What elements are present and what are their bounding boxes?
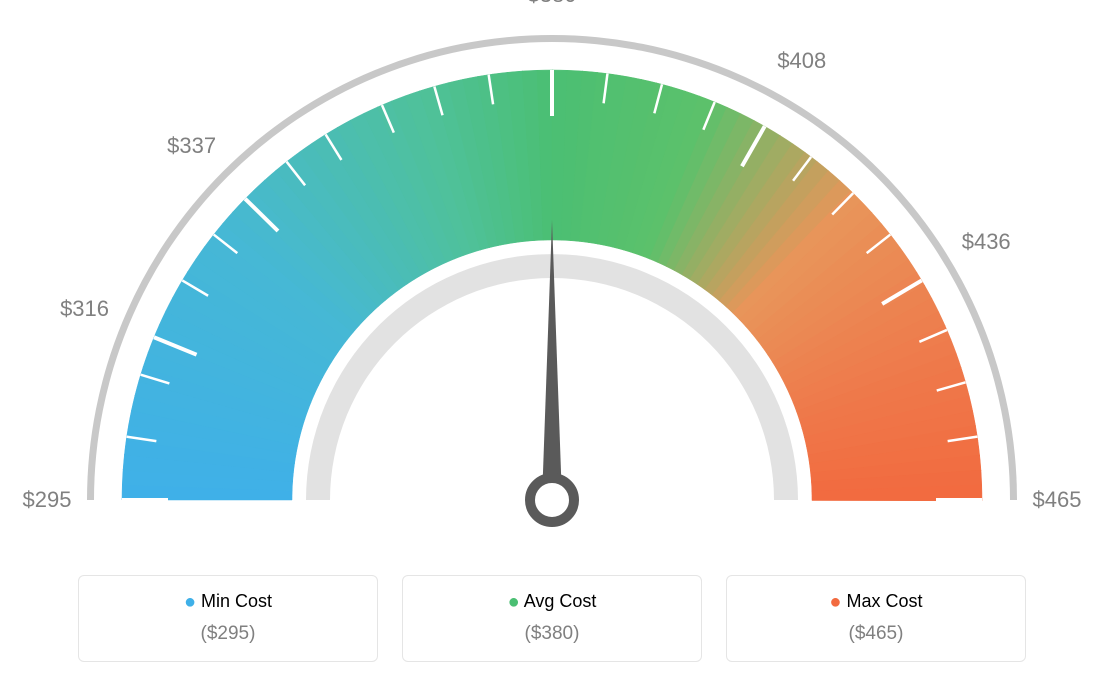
svg-text:$408: $408 [777, 48, 826, 73]
svg-text:$295: $295 [23, 487, 72, 512]
gauge-chart: $295 $316 $337 $380 $408 $436 $465 [0, 0, 1104, 560]
svg-text:$316: $316 [60, 296, 109, 321]
legend-label-min: Min Cost [201, 591, 272, 611]
svg-text:$337: $337 [167, 133, 216, 158]
legend-value-avg: ($380) [411, 623, 693, 645]
svg-text:$380: $380 [528, 0, 577, 7]
legend-row: ● Min Cost ($295) ● Avg Cost ($380) ● Ma… [0, 575, 1104, 662]
legend-dot-min: ● [184, 591, 196, 613]
legend-value-min: ($295) [87, 623, 369, 645]
legend-label-max: Max Cost [847, 591, 923, 611]
legend-value-max: ($465) [735, 623, 1017, 645]
legend-title-max: ● Max Cost [735, 590, 1017, 613]
legend-label-avg: Avg Cost [524, 591, 597, 611]
legend-dot-avg: ● [508, 591, 520, 613]
svg-text:$465: $465 [1033, 487, 1082, 512]
svg-text:$436: $436 [962, 229, 1011, 254]
legend-card-min: ● Min Cost ($295) [78, 575, 378, 662]
legend-title-min: ● Min Cost [87, 590, 369, 613]
legend-card-avg: ● Avg Cost ($380) [402, 575, 702, 662]
legend-dot-max: ● [829, 591, 841, 613]
gauge-svg: $295 $316 $337 $380 $408 $436 $465 [0, 0, 1104, 560]
legend-card-max: ● Max Cost ($465) [726, 575, 1026, 662]
legend-title-avg: ● Avg Cost [411, 590, 693, 613]
